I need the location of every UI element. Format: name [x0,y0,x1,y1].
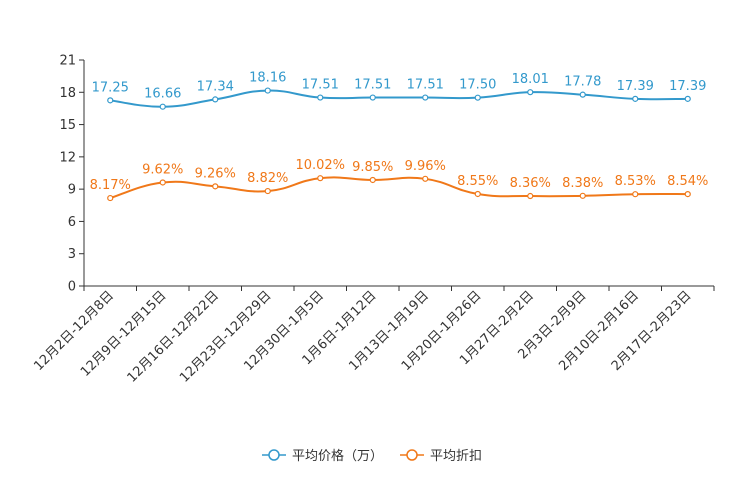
data-point [684,95,691,102]
data-point [159,103,166,110]
data-point [107,194,114,202]
data-point [107,97,114,104]
y-tick-label: 15 [59,118,76,133]
data-label: 9.85% [352,160,393,175]
y-tick-label: 21 [59,54,76,69]
legend-swatch-marker [406,449,418,461]
y-tick-label: 3 [68,247,76,262]
data-label: 8.54% [667,174,708,189]
data-label: 16.66 [144,87,181,102]
data-point [527,89,534,96]
data-label: 17.78 [564,75,601,90]
data-point [422,175,429,182]
series-1: 8.17% 9.62% 9.26% 8.82% 10.02% 9.85% 9.96% 8.55… [90,158,708,202]
data-point [159,179,166,186]
data-point [317,94,324,101]
legend-swatch-marker [268,449,280,461]
data-label: 17.51 [354,78,391,93]
data-label: 18.01 [512,72,549,87]
data-point [474,94,481,101]
x-tick-label: 12月23日-12月29日 [177,288,274,385]
data-label: 9.96% [405,159,446,174]
legend: 平均价格（万） 平均折扣 [262,448,482,464]
legend-item-1: 平均折扣 [400,449,482,464]
y-tick-label: 9 [68,183,76,198]
data-label: 8.82% [247,171,288,186]
data-point [317,175,324,182]
y-tick-label: 0 [68,280,76,295]
data-label: 10.02% [295,158,345,173]
data-label: 8.36% [510,176,551,191]
data-label: 18.16 [249,71,286,86]
y-tick-label: 12 [59,150,76,165]
legend-item-0: 平均价格（万） [262,448,383,464]
data-label: 8.53% [615,174,656,189]
y-tick-label: 18 [59,86,76,101]
data-point [579,192,586,199]
series-0: 17.25 16.66 17.34 18.16 17.51 17.51 17.51 17.50… [92,71,706,110]
data-point [684,190,691,198]
data-point [527,192,534,200]
data-point [632,191,639,198]
legend-label: 平均折扣 [430,449,482,464]
data-point [369,94,376,101]
data-label: 8.17% [90,178,131,193]
data-label: 8.38% [562,176,603,191]
series-line [109,176,688,200]
data-label: 8.55% [457,174,498,189]
data-label: 17.25 [92,80,129,95]
series-line [110,89,688,108]
data-label: 17.39 [617,79,654,94]
y-tick-label: 6 [68,215,76,230]
data-point [632,95,639,102]
data-label: 17.50 [459,78,496,93]
x-tick-label: 12月16日-12月22日 [125,288,222,385]
data-point [579,91,586,98]
data-label: 9.62% [142,162,183,177]
data-point [264,187,271,195]
data-point [212,96,219,103]
data-point [422,94,429,101]
data-point [212,183,219,190]
data-point [369,176,376,184]
data-point [474,190,481,198]
data-label: 17.51 [302,78,339,93]
data-label: 17.39 [669,79,706,94]
data-label: 17.34 [197,79,234,94]
series-layer: 17.25 16.66 17.34 18.16 17.51 17.51 17.51 17.50… [90,71,708,202]
data-label: 9.26% [195,166,236,181]
data-point [264,87,271,94]
legend-label: 平均价格（万） [292,448,383,464]
data-label: 17.51 [407,78,444,93]
